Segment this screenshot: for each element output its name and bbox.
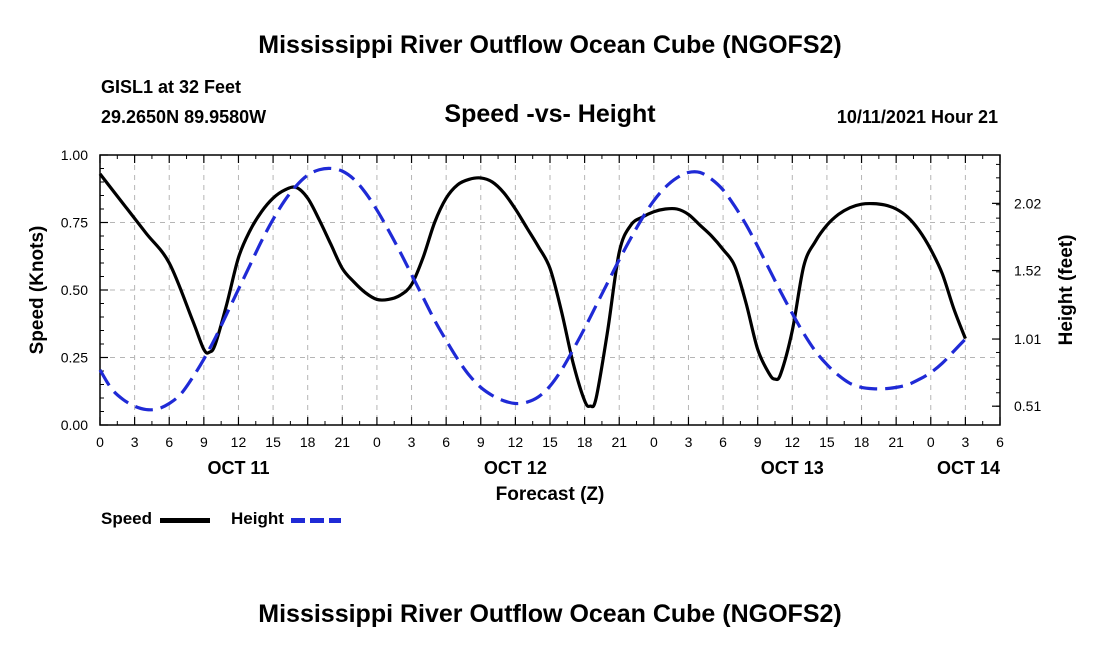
x-tick-label: 0 [96,434,104,450]
x-tick-label: 3 [961,434,969,450]
x-tick-label: 18 [854,434,870,450]
date-label: OCT 14 [937,458,1000,478]
x-tick-label: 12 [508,434,524,450]
y2-axis-title: Height (feet) [1056,235,1077,346]
y-tick-label: 0.50 [61,282,88,298]
date-label: OCT 12 [484,458,547,478]
x-tick-label: 6 [719,434,727,450]
x-axis-title: Forecast (Z) [496,484,605,505]
y-axis-title: Speed (Knots) [27,226,48,355]
x-tick-label: 0 [373,434,381,450]
forecast-timestamp: 10/11/2021 Hour 21 [836,107,998,127]
x-tick-label: 21 [888,434,904,450]
x-tick-label: 18 [577,434,593,450]
x-tick-label: 6 [442,434,450,450]
x-tick-label: 21 [611,434,627,450]
x-tick-label: 18 [300,434,316,450]
station-label: GISL1 at 32 Feet [101,77,242,97]
x-tick-label: 9 [477,434,485,450]
y2-tick-label: 0.51 [1014,398,1041,414]
y-tick-label: 0.25 [61,350,88,366]
x-tick-label: 6 [165,434,173,450]
y2-tick-label: 1.01 [1014,331,1041,347]
x-tick-label: 15 [819,434,835,450]
series-line-speed [98,172,967,409]
chart-title: Mississippi River Outflow Ocean Cube (NG… [258,31,842,59]
x-tick-label: 3 [131,434,139,450]
y2-tick-label: 1.52 [1014,263,1041,279]
x-tick-label: 3 [408,434,416,450]
date-label: OCT 13 [761,458,824,478]
x-tick-label: 12 [785,434,801,450]
x-tick-label: 21 [335,434,351,450]
x-tick-label: 15 [542,434,558,450]
x-tick-label: 3 [685,434,693,450]
legend-height-swatch [291,518,341,523]
y-tick-label: 1.00 [61,147,88,163]
station-coordinates: 29.2650N 89.9580W [101,107,267,127]
y-tick-label: 0.75 [61,215,88,231]
x-tick-label: 6 [996,434,1004,450]
x-tick-label: 15 [265,434,281,450]
x-tick-label: 0 [927,434,935,450]
date-label: OCT 11 [207,458,269,478]
chart-subtitle: Speed -vs- Height [444,100,656,128]
footer-title: Mississippi River Outflow Ocean Cube (NG… [258,600,842,628]
x-tick-label: 9 [754,434,762,450]
x-tick-label: 0 [650,434,658,450]
legend-height-label: Height [231,509,284,528]
series-line-height [98,166,967,412]
x-tick-label: 9 [200,434,208,450]
legend-speed-label: Speed [101,509,153,528]
x-tick-label: 12 [231,434,247,450]
y2-tick-label: 2.02 [1014,195,1041,211]
legend-speed-swatch [160,518,210,523]
y-tick-label: 0.00 [61,417,88,433]
